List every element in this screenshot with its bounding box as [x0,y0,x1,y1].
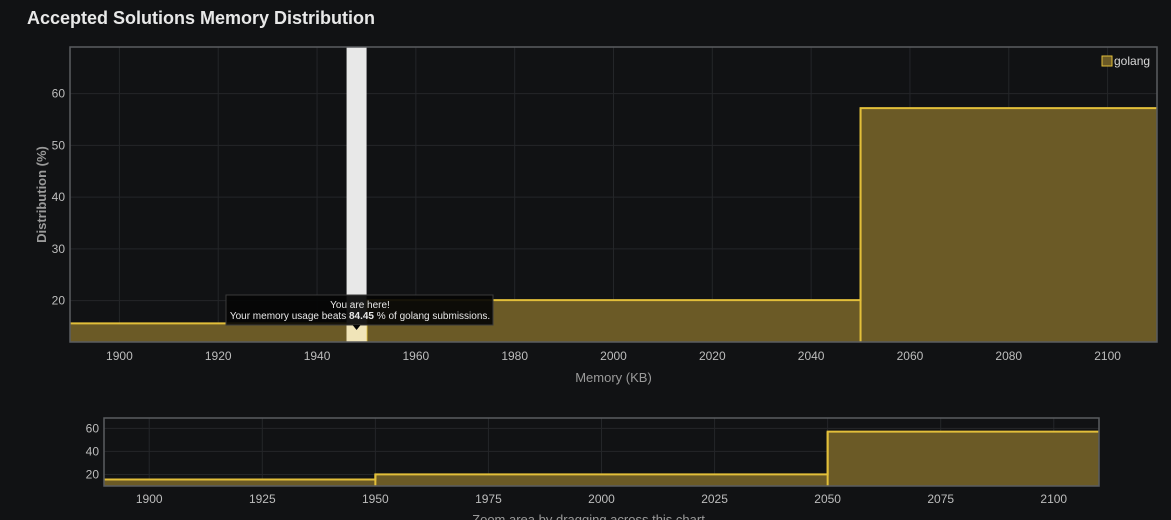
y-tick-label: 60 [52,87,66,101]
tooltip: You are here!Your memory usage beats 84.… [225,294,494,330]
x-tick-label: 2040 [798,349,825,363]
x-tick-label: 2000 [588,492,615,506]
x-tick-label: 2020 [699,349,726,363]
legend-label[interactable]: golang [1114,54,1150,68]
x-tick-label: 2075 [927,492,954,506]
chart-title: Accepted Solutions Memory Distribution [27,8,376,28]
x-tick-label: 1920 [205,349,232,363]
marker-bar-highlight [346,323,367,342]
navigator-axes: 1900 1925 1950 1975 2000 2025 2050 2075 2100 20 40… [86,417,1100,520]
tooltip-line1: You are here! [330,300,390,311]
x-tick-label: 1975 [475,492,502,506]
plot-frame [103,417,1100,487]
x-tick-label: 2080 [995,349,1022,363]
x-axis-title: Memory (KB) [575,370,652,385]
x-tick-label: 1925 [249,492,276,506]
y-tick-label: 20 [86,467,100,481]
main-axes: 1900 1920 1940 1960 1980 2000 2020 2040 2060 2080… [34,46,1158,385]
y-tick-label: 40 [52,190,66,204]
legend-swatch [1101,55,1113,67]
x-tick-label: 2000 [600,349,627,363]
tooltip-line2: Your memory usage beats 84.45 % of golan… [230,311,490,322]
x-tick-label: 2060 [897,349,924,363]
tooltip-line2-prefix: Your memory usage beats [230,311,349,322]
tooltip-line2-suffix: % of golang submissions. [374,311,490,322]
legend[interactable]: golang [1101,54,1150,68]
x-tick-label: 1940 [304,349,331,363]
y-tick-label: 40 [86,444,100,458]
tooltip-pointer [352,325,361,330]
series-line[interactable] [104,430,1099,481]
x-tick-label: 1900 [136,492,163,506]
y-tick-label: 20 [52,294,66,308]
navigator-caption: Zoom area by dragging across this chart [472,512,705,520]
tooltip-percentile-value: 84.45 [349,311,374,322]
y-tick-label: 50 [52,138,66,152]
x-tick-label: 2025 [701,492,728,506]
series-area-fill[interactable] [104,431,1099,486]
y-tick-label: 30 [52,242,66,256]
y-axis-title: Distribution (%) [34,146,49,243]
you-are-here-marker [346,47,367,342]
navigator-series-area[interactable] [104,430,1099,486]
series-area-fill[interactable] [70,108,1157,342]
x-tick-label: 2050 [814,492,841,506]
y-tick-label: 60 [86,421,100,435]
x-tick-label: 1980 [501,349,528,363]
x-tick-label: 1950 [362,492,389,506]
x-tick-label: 2100 [1040,492,1067,506]
x-tick-label: 1960 [403,349,430,363]
x-tick-label: 1900 [106,349,133,363]
plot-frame [69,46,1158,343]
marker-column [346,47,367,342]
x-tick-label: 2100 [1094,349,1121,363]
